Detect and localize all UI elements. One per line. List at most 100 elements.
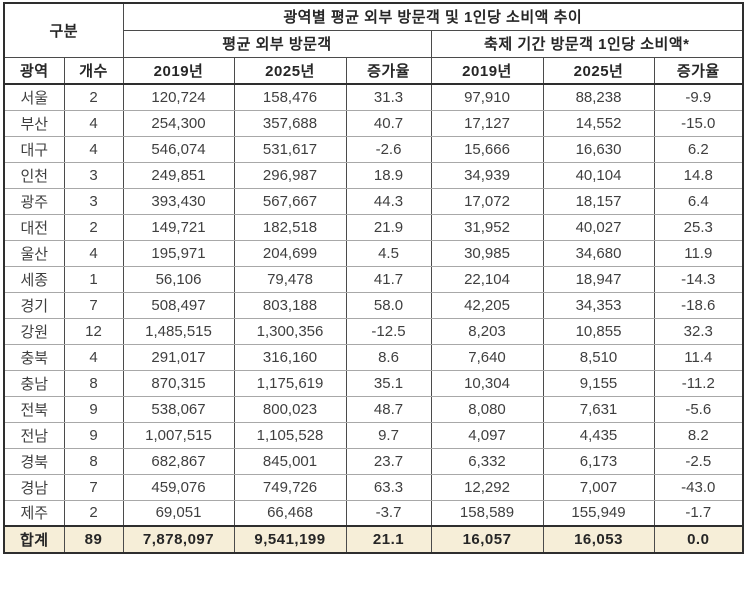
spending-growth-cell: 32.3 — [653, 318, 744, 345]
region-cell: 서울 — [3, 84, 65, 111]
spending-2025-cell: 34,353 — [542, 292, 655, 319]
regional-visitor-spending-table: 구분 광역별 평균 외부 방문객 및 1인당 소비액 추이 평균 외부 방문객 … — [3, 2, 745, 554]
visitors-2019-cell: 291,017 — [122, 344, 235, 371]
visitors-2025-cell: 1,300,356 — [233, 318, 347, 345]
spending-growth-cell: -5.6 — [653, 396, 744, 423]
table-row: 울산 4 195,971 204,699 4.5 30,985 34,680 11.9 — [3, 240, 744, 267]
table-row: 경북 8 682,867 845,001 23.7 6,332 6,173 -2.5 — [3, 448, 744, 475]
table-row: 대전 2 149,721 182,518 21.9 31,952 40,027 25.3 — [3, 214, 744, 241]
count-cell: 4 — [63, 136, 124, 163]
count-cell: 7 — [63, 292, 124, 319]
visitors-growth-cell: 9.7 — [345, 422, 432, 449]
column-header-region: 광역 — [3, 56, 65, 85]
spending-2019-cell: 17,072 — [430, 188, 544, 215]
visitors-2019-cell: 56,106 — [122, 266, 235, 293]
table-row: 인천 3 249,851 296,987 18.9 34,939 40,104 14.8 — [3, 162, 744, 189]
count-cell: 8 — [63, 448, 124, 475]
spending-2019-cell: 8,080 — [430, 396, 544, 423]
visitors-2019-cell: 1,007,515 — [122, 422, 235, 449]
table-row: 강원 12 1,485,515 1,300,356 -12.5 8,203 10,855 32… — [3, 318, 744, 345]
region-cell: 경남 — [3, 474, 65, 501]
count-cell: 3 — [63, 162, 124, 189]
section-header-per-capita-spending: 축제 기간 방문객 1인당 소비액* — [430, 29, 744, 58]
table-container: 구분 광역별 평균 외부 방문객 및 1인당 소비액 추이 평균 외부 방문객 … — [3, 2, 745, 554]
spending-2025-cell: 8,510 — [542, 344, 655, 371]
spending-growth-cell: 14.8 — [653, 162, 744, 189]
spending-growth-cell: 6.4 — [653, 188, 744, 215]
visitors-2025-cell: 800,023 — [233, 396, 347, 423]
spending-2019-cell: 8,203 — [430, 318, 544, 345]
spending-2025-cell: 9,155 — [542, 370, 655, 397]
total-2025-spending: 16,053 — [542, 525, 655, 553]
spending-growth-cell: -43.0 — [653, 474, 744, 501]
spending-2019-cell: 17,127 — [430, 110, 544, 137]
spending-growth-cell: -11.2 — [653, 370, 744, 397]
spending-2019-cell: 15,666 — [430, 136, 544, 163]
visitors-growth-cell: 48.7 — [345, 396, 432, 423]
visitors-growth-cell: 58.0 — [345, 292, 432, 319]
count-cell: 4 — [63, 110, 124, 137]
spending-2025-cell: 10,855 — [542, 318, 655, 345]
visitors-2025-cell: 567,667 — [233, 188, 347, 215]
title-row: 구분 광역별 평균 외부 방문객 및 1인당 소비액 추이 — [3, 2, 744, 58]
spending-2025-cell: 40,104 — [542, 162, 655, 189]
section-header-row: 평균 외부 방문객 축제 기간 방문객 1인당 소비액* — [4, 29, 744, 58]
section-header-avg-visitors: 평균 외부 방문객 — [122, 29, 432, 58]
count-cell: 9 — [63, 422, 124, 449]
spending-2019-cell: 12,292 — [430, 474, 544, 501]
visitors-2019-cell: 69,051 — [122, 500, 235, 527]
visitors-growth-cell: 4.5 — [345, 240, 432, 267]
region-cell: 경기 — [3, 292, 65, 319]
spending-2019-cell: 34,939 — [430, 162, 544, 189]
visitors-growth-cell: 8.6 — [345, 344, 432, 371]
visitors-2019-cell: 682,867 — [122, 448, 235, 475]
visitors-2019-cell: 120,724 — [122, 84, 235, 111]
table-row: 전북 9 538,067 800,023 48.7 8,080 7,631 -5.6 — [3, 396, 744, 423]
region-cell: 경북 — [3, 448, 65, 475]
column-header-2019-visitors: 2019년 — [122, 56, 235, 85]
spending-2019-cell: 7,640 — [430, 344, 544, 371]
visitors-growth-cell: 21.9 — [345, 214, 432, 241]
region-cell: 충북 — [3, 344, 65, 371]
count-cell: 2 — [63, 84, 124, 111]
table-header: 구분 광역별 평균 외부 방문객 및 1인당 소비액 추이 평균 외부 방문객 … — [3, 2, 744, 85]
table-row: 광주 3 393,430 567,667 44.3 17,072 18,157 6.4 — [3, 188, 744, 215]
spending-growth-cell: 6.2 — [653, 136, 744, 163]
spending-growth-cell: -2.5 — [653, 448, 744, 475]
visitors-2019-cell: 870,315 — [122, 370, 235, 397]
spending-2025-cell: 7,631 — [542, 396, 655, 423]
spending-2025-cell: 155,949 — [542, 500, 655, 527]
spending-growth-cell: -9.9 — [653, 84, 744, 111]
region-cell: 대구 — [3, 136, 65, 163]
spending-2025-cell: 14,552 — [542, 110, 655, 137]
region-cell: 세종 — [3, 266, 65, 293]
table-row: 제주 2 69,051 66,468 -3.7 158,589 155,949 -1.7 — [3, 500, 744, 527]
column-header-growth-visitors: 증가율 — [345, 56, 432, 85]
visitors-2025-cell: 158,476 — [233, 84, 347, 111]
spending-growth-cell: 11.9 — [653, 240, 744, 267]
visitors-2019-cell: 538,067 — [122, 396, 235, 423]
spending-2019-cell: 10,304 — [430, 370, 544, 397]
column-header-2025-spending: 2025년 — [542, 56, 655, 85]
count-cell: 2 — [63, 500, 124, 527]
spending-2019-cell: 31,952 — [430, 214, 544, 241]
visitors-growth-cell: 23.7 — [345, 448, 432, 475]
table-row: 경기 7 508,497 803,188 58.0 42,205 34,353 -18.6 — [3, 292, 744, 319]
table-footer: 합계 89 7,878,097 9,541,199 21.1 16,057 16… — [3, 525, 744, 553]
column-header-2019-spending: 2019년 — [430, 56, 544, 85]
spending-growth-cell: 8.2 — [653, 422, 744, 449]
visitors-2025-cell: 803,188 — [233, 292, 347, 319]
spending-2019-cell: 6,332 — [430, 448, 544, 475]
spending-2019-cell: 30,985 — [430, 240, 544, 267]
visitors-2019-cell: 254,300 — [122, 110, 235, 137]
count-cell: 9 — [63, 396, 124, 423]
visitors-2019-cell: 195,971 — [122, 240, 235, 267]
spending-2025-cell: 6,173 — [542, 448, 655, 475]
count-cell: 12 — [63, 318, 124, 345]
visitors-2019-cell: 546,074 — [122, 136, 235, 163]
total-2025-visitors: 9,541,199 — [233, 525, 347, 553]
visitors-growth-cell: 18.9 — [345, 162, 432, 189]
visitors-2019-cell: 459,076 — [122, 474, 235, 501]
visitors-growth-cell: -3.7 — [345, 500, 432, 527]
table-row: 충남 8 870,315 1,175,619 35.1 10,304 9,155 -11.2 — [3, 370, 744, 397]
